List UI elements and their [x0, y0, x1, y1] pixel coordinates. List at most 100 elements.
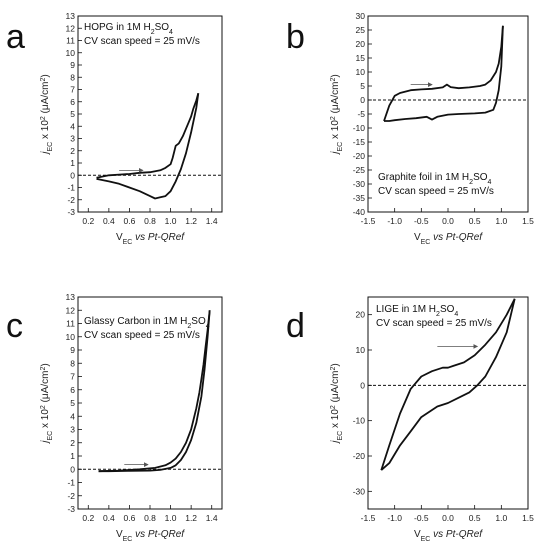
- x-axis-label-part: vs Pt-QRef: [132, 232, 185, 243]
- y-axis-label-part: (μA/cm: [40, 82, 51, 117]
- y-axis-label-part: x 10: [40, 409, 51, 431]
- y-axis-label-part: ): [40, 74, 51, 77]
- electrolyte-annotation-part: 4: [206, 323, 210, 330]
- electrolyte-annotation-part: 2: [436, 311, 440, 318]
- x-tick-label: 0.2: [82, 513, 94, 523]
- y-tick-label: 9: [70, 345, 75, 355]
- y-tick-label: 3: [70, 134, 75, 144]
- y-axis-label-part: (μA/cm: [330, 82, 341, 117]
- panel-letter: d: [286, 307, 305, 345]
- x-tick-label: -1.5: [361, 513, 376, 523]
- y-axis-label-part: ): [330, 363, 341, 366]
- electrolyte-annotation-part: HOPG in 1M H: [84, 22, 151, 33]
- y-tick-label: -20: [353, 451, 366, 461]
- y-axis-label-part: 2: [40, 367, 47, 371]
- y-tick-label: 20: [356, 39, 366, 49]
- y-tick-label: 10: [356, 67, 366, 77]
- y-tick-label: 4: [70, 411, 75, 421]
- x-tick-label: 1.5: [522, 513, 534, 523]
- y-tick-label: 7: [70, 372, 75, 382]
- cv-curve-segment-2: [96, 93, 200, 200]
- y-tick-label: -1: [67, 478, 75, 488]
- x-tick-label: -0.5: [414, 216, 429, 226]
- y-tick-label: 30: [356, 11, 366, 21]
- cv-curve-segment-2: [380, 298, 516, 471]
- x-tick-label: 0.2: [82, 216, 94, 226]
- y-axis-label: jEC x 102 (μA/cm2): [330, 74, 344, 155]
- panel-letter: c: [6, 307, 23, 345]
- x-tick-label: 1.0: [165, 513, 177, 523]
- x-tick-label: 0.5: [469, 513, 481, 523]
- y-tick-label: 8: [70, 72, 75, 82]
- y-axis-label-part: 2: [40, 116, 47, 120]
- y-tick-label: 11: [66, 319, 75, 329]
- electrolyte-annotation-part: 2: [469, 179, 473, 186]
- y-axis-label-part: 2: [330, 78, 337, 82]
- y-tick-label: -35: [353, 193, 366, 203]
- y-tick-label: 0: [70, 464, 75, 474]
- scan-speed-annotation: CV scan speed = 25 mV/s: [376, 318, 492, 329]
- x-axis-label-part: V: [414, 529, 421, 540]
- y-axis-label-part: x 10: [330, 120, 341, 142]
- cv-curve-segment-2: [98, 310, 211, 473]
- y-tick-label: 8: [70, 358, 75, 368]
- y-axis-label-part: x 10: [330, 409, 341, 431]
- x-axis-label-part: V: [116, 232, 123, 243]
- y-axis-label-part: EC: [47, 142, 54, 152]
- y-tick-label: 10: [356, 345, 366, 355]
- y-tick-label: 2: [70, 438, 75, 448]
- x-tick-label: -1.0: [387, 513, 402, 523]
- y-tick-label: 5: [70, 398, 75, 408]
- y-axis-label-part: EC: [337, 431, 344, 441]
- y-tick-label: 1: [70, 158, 75, 168]
- y-tick-label: 10: [66, 332, 76, 342]
- x-tick-label: 1.5: [522, 216, 534, 226]
- y-axis-label-part: 2: [330, 116, 337, 120]
- y-tick-label: -5: [357, 109, 365, 119]
- y-tick-label: -2: [67, 491, 75, 501]
- x-tick-label: 0.8: [144, 216, 156, 226]
- x-tick-label: 0.4: [103, 216, 115, 226]
- y-axis-label-part: j: [330, 440, 341, 445]
- panel-d: d -30 -20 -10 0 10 20 -1.5 -1.0 -0.5 0.0 0.5 1.0 1.5 L…: [286, 296, 534, 543]
- x-axis-label-part: EC: [421, 536, 431, 543]
- y-tick-label: 20: [356, 310, 366, 320]
- y-axis-label: jEC x 102 (μA/cm2): [40, 74, 54, 155]
- x-tick-label: 0.0: [442, 216, 454, 226]
- y-axis-label-part: (μA/cm: [330, 371, 341, 406]
- y-tick-label: -3: [67, 207, 75, 217]
- x-axis-label-part: EC: [123, 239, 133, 246]
- cv-curve-segment-1: [96, 92, 200, 179]
- y-tick-label: 4: [70, 121, 75, 131]
- y-axis-label-part: x 10: [40, 120, 51, 142]
- y-tick-label: 10: [66, 48, 76, 58]
- electrolyte-annotation: Glassy Carbon in 1M H2SO4: [84, 316, 210, 330]
- y-axis-label-part: j: [40, 440, 51, 445]
- y-tick-label: -40: [353, 207, 366, 217]
- electrolyte-annotation-part: 4: [454, 311, 458, 318]
- x-tick-label: -0.5: [414, 513, 429, 523]
- y-axis-label-part: ): [40, 363, 51, 366]
- y-axis-label: jEC x 102 (μA/cm2): [40, 363, 54, 444]
- x-tick-label: 1.4: [206, 216, 218, 226]
- y-tick-label: -25: [353, 165, 366, 175]
- y-tick-label: -3: [67, 504, 75, 514]
- x-axis-label-part: EC: [123, 536, 133, 543]
- electrolyte-annotation-part: 2: [187, 323, 191, 330]
- y-tick-label: 12: [66, 305, 76, 315]
- y-tick-label: 13: [66, 292, 76, 302]
- y-axis-label-part: j: [330, 151, 341, 156]
- y-axis-label: jEC x 102 (μA/cm2): [330, 363, 344, 444]
- y-axis-label-part: j: [40, 151, 51, 156]
- x-tick-label: -1.5: [361, 216, 376, 226]
- x-tick-label: 1.0: [165, 216, 177, 226]
- y-tick-label: 1: [70, 451, 75, 461]
- electrolyte-annotation: HOPG in 1M H2SO4: [84, 22, 173, 36]
- electrolyte-annotation-part: 4: [169, 29, 173, 36]
- cv-curve-segment-1: [383, 25, 504, 122]
- y-tick-label: 5: [360, 81, 365, 91]
- y-tick-label: 0: [70, 170, 75, 180]
- y-tick-label: 2: [70, 146, 75, 156]
